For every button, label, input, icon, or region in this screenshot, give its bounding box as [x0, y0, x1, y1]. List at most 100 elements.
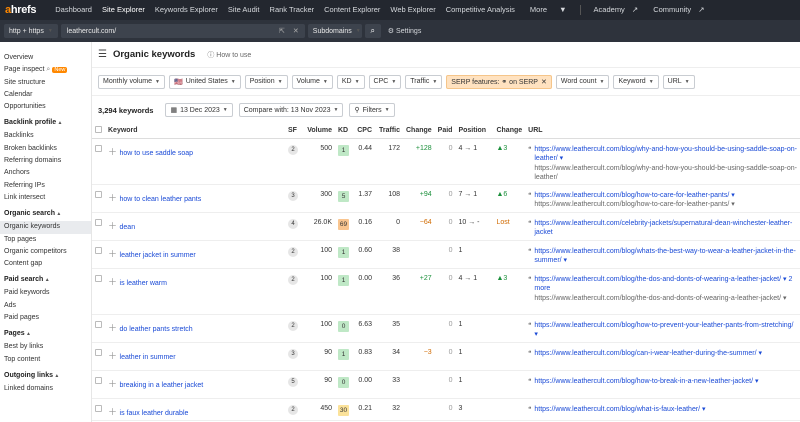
sidebar-section-backlink-profile[interactable]: Backlink profile ▲ [4, 119, 63, 127]
serp-features-badge[interactable]: 3 [288, 348, 298, 359]
serp-features-badge[interactable]: 4 [288, 218, 298, 229]
sidebar-item-organic-keywords[interactable]: Organic keywords [0, 221, 91, 234]
sidebar-section-outgoing-links[interactable]: Outgoing links ▲ [4, 371, 60, 379]
keyword-link[interactable]: breaking in a leather jacket [119, 381, 204, 389]
nav-site-explorer[interactable]: Site Explorer [101, 5, 145, 14]
filter-serp-features-on-serp[interactable]: SERP features: ⚭ on SERP ✕ [446, 74, 552, 89]
filter-monthly-volume[interactable]: Monthly volume ▼ [98, 74, 165, 89]
col-paid[interactable]: Paid [434, 124, 456, 139]
col-cpc[interactable]: CPC [353, 124, 375, 139]
sidebar-item-best-by-links[interactable]: Best by links [4, 343, 44, 351]
url-link[interactable]: https://www.leathercult.com/blog/why-and… [534, 145, 798, 163]
row-checkbox[interactable] [95, 144, 102, 152]
keyword-link[interactable]: how to use saddle soap [119, 149, 194, 157]
nav-community[interactable]: Community ↗ [653, 5, 705, 14]
add-to-list-icon[interactable]: ＋ [108, 192, 120, 203]
filter-volume[interactable]: Volume ▼ [291, 74, 333, 89]
filter-position[interactable]: Position ▼ [244, 74, 288, 89]
col-kd[interactable]: KD [335, 124, 353, 139]
serp-features-badge[interactable]: 5 [288, 376, 298, 387]
nav-dashboard[interactable]: Dashboard [55, 5, 92, 14]
nav-web-explorer[interactable]: Web Explorer [390, 5, 436, 14]
previous-url[interactable]: https://www.leathercult.com/blog/why-and… [534, 164, 798, 182]
sidebar-section-paid-search[interactable]: Paid search ▲ [4, 276, 50, 284]
sidebar-item-content-gap[interactable]: Content gap [4, 260, 43, 268]
keyword-link[interactable]: leather in summer [119, 353, 176, 361]
sidebar-item-paid-pages[interactable]: Paid pages [4, 314, 40, 322]
row-checkbox[interactable] [95, 376, 102, 384]
select-all-checkbox[interactable] [95, 126, 102, 134]
sidebar-item-link-intersect[interactable]: Link intersect [4, 193, 46, 201]
compare-select[interactable]: Compare with: 13 Nov 2023 ▼ [238, 103, 344, 117]
external-link-icon[interactable]: ⇱ [279, 28, 285, 35]
previous-url[interactable]: https://www.leathercult.com/blog/the-dos… [534, 294, 787, 302]
sidebar-item-organic-competitors[interactable]: Organic competitors [4, 247, 67, 255]
sidebar-item-linked-domains[interactable]: Linked domains [4, 384, 54, 392]
sidebar-item-anchors[interactable]: Anchors [4, 169, 30, 177]
sidebar-section-pages[interactable]: Pages ▲ [4, 330, 31, 338]
keyword-link[interactable]: dean [119, 223, 136, 231]
url-link[interactable]: https://www.leathercult.com/blog/how-to-… [534, 191, 735, 199]
sidebar-item-overview[interactable]: Overview [4, 54, 34, 61]
nav-academy[interactable]: Academy ↗ [593, 5, 639, 14]
sidebar-section-organic-search[interactable]: Organic search ▲ [4, 210, 62, 218]
filter-cpc[interactable]: CPC ▼ [368, 74, 402, 89]
keyword-link[interactable]: do leather pants stretch [119, 325, 193, 333]
row-checkbox[interactable] [95, 348, 102, 356]
scope-select[interactable]: Subdomains ▼ [307, 24, 362, 38]
serp-features-badge[interactable]: 3 [288, 190, 298, 201]
url-link[interactable]: https://www.leathercult.com/blog/what-is… [534, 405, 706, 413]
protocol-select[interactable]: http + https ▼ [4, 24, 58, 38]
col-position-change[interactable]: Change [493, 124, 526, 139]
nav-site-audit[interactable]: Site Audit [227, 5, 260, 14]
add-to-list-icon[interactable]: ＋ [108, 276, 120, 287]
sidebar-item-paid-keywords[interactable]: Paid keywords [4, 289, 50, 297]
col-position[interactable]: Position [455, 124, 494, 139]
serp-features-badge[interactable]: 2 [288, 246, 298, 257]
nav-competitive-analysis[interactable]: Competitive Analysis [445, 5, 515, 14]
add-to-list-icon[interactable]: ＋ [108, 406, 120, 417]
keyword-link[interactable]: is leather warm [119, 279, 167, 287]
url-link[interactable]: https://www.leathercult.com/celebrity-ja… [534, 219, 793, 237]
how-to-use-link[interactable]: ⓘ How to use [207, 51, 252, 59]
serp-features-badge[interactable]: 2 [288, 274, 298, 285]
filters-button[interactable]: ⚲ Filters ▼ [349, 103, 395, 117]
row-checkbox[interactable] [95, 320, 102, 328]
row-checkbox[interactable] [95, 404, 102, 412]
col-url[interactable]: URL [525, 124, 800, 139]
row-checkbox[interactable] [95, 246, 102, 254]
url-link[interactable]: https://www.leathercult.com/blog/whats-t… [534, 247, 796, 265]
sidebar-item-page-inspect[interactable]: Page inspect ⌕ New [4, 66, 68, 74]
settings-button[interactable]: ⚙ Settings [387, 28, 422, 35]
search-button[interactable]: ⌕ [364, 24, 381, 38]
nav-rank-tracker[interactable]: Rank Tracker [269, 5, 315, 14]
filter-keyword[interactable]: Keyword ▼ [613, 74, 659, 89]
sidebar-item-broken-backlinks[interactable]: Broken backlinks [4, 144, 57, 152]
col-traffic[interactable]: Traffic [375, 124, 403, 139]
nav-more[interactable]: More ▼ [529, 5, 567, 14]
sidebar-item-backlinks[interactable]: Backlinks [4, 132, 34, 140]
sidebar-item-referring-ips[interactable]: Referring IPs [4, 181, 45, 189]
col-sf[interactable]: SF [285, 124, 301, 139]
col-volume[interactable]: Volume [301, 124, 335, 139]
add-to-list-icon[interactable]: ＋ [108, 248, 120, 259]
url-link[interactable]: https://www.leathercult.com/blog/how-to-… [534, 321, 794, 339]
add-to-list-icon[interactable]: ＋ [108, 378, 120, 389]
add-to-list-icon[interactable]: ＋ [108, 350, 120, 361]
url-input[interactable]: leathercult.com/⇱ ✕ [60, 24, 305, 38]
clear-icon[interactable]: ✕ [292, 28, 299, 35]
sidebar-item-ads[interactable]: Ads [4, 301, 17, 309]
sidebar-item-top-pages[interactable]: Top pages [4, 235, 37, 243]
filter-united-states[interactable]: 🇺🇸 United States ▼ [168, 74, 241, 89]
sidebar-item-site-structure[interactable]: Site structure [4, 78, 46, 86]
ahrefs-logo[interactable]: a hrefs [5, 4, 37, 16]
filter-kd[interactable]: KD ▼ [336, 74, 365, 89]
keyword-link[interactable]: how to clean leather pants [119, 195, 202, 203]
serp-features-badge[interactable]: 2 [288, 404, 298, 415]
url-link[interactable]: https://www.leathercult.com/blog/how-to-… [534, 377, 759, 385]
add-to-list-icon[interactable]: ＋ [108, 322, 120, 333]
url-link[interactable]: https://www.leathercult.com/blog/can-i-w… [534, 349, 762, 357]
nav-keywords-explorer[interactable]: Keywords Explorer [154, 5, 218, 14]
date-picker[interactable]: ▦ 13 Dec 2023 ▼ [165, 103, 233, 117]
url-link[interactable]: https://www.leathercult.com/blog/the-dos… [534, 275, 793, 293]
